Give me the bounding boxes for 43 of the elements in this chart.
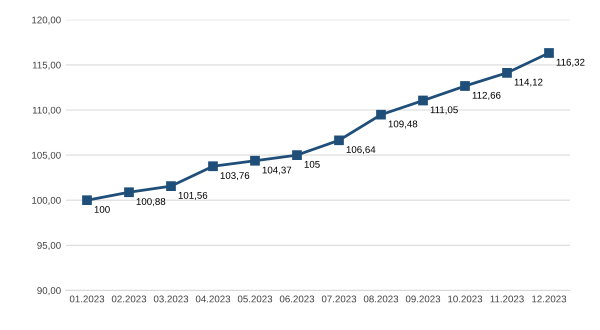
point bbox=[292, 150, 302, 160]
x-tick-label: 09.2023 bbox=[406, 296, 440, 302]
point bbox=[544, 48, 554, 58]
x-tick-label: 02.2023 bbox=[112, 296, 146, 302]
point bbox=[418, 96, 428, 106]
point bbox=[376, 110, 386, 120]
data-label: 111,05 bbox=[430, 106, 458, 114]
y-tick-label: 95,00 bbox=[37, 242, 61, 250]
y-tick-label: 90,00 bbox=[37, 287, 61, 296]
y-tick-label: 105,00 bbox=[32, 152, 61, 160]
y-tick-label: 100,00 bbox=[32, 196, 61, 205]
point bbox=[82, 195, 92, 206]
y-tick-label: 110,00 bbox=[32, 106, 61, 115]
data-label: 114,12 bbox=[514, 78, 542, 87]
data-label: 105 bbox=[304, 160, 320, 168]
point bbox=[334, 135, 344, 146]
data-label: 112,66 bbox=[472, 92, 501, 100]
x-tick-label: 04.2023 bbox=[196, 296, 230, 302]
x-tick-label: 12.2023 bbox=[532, 296, 566, 302]
x-tick-label: 06.2023 bbox=[280, 296, 314, 302]
x-tick-label: 05.2023 bbox=[238, 296, 272, 302]
y-tick-label: 120,00 bbox=[32, 16, 61, 25]
data-label: 101,56 bbox=[178, 192, 208, 200]
data-label: 100 bbox=[94, 206, 110, 213]
point bbox=[250, 156, 260, 166]
data-label: 109,48 bbox=[388, 120, 418, 129]
data-label: 116,32 bbox=[556, 58, 584, 67]
point bbox=[502, 68, 512, 78]
data-label: 103,76 bbox=[220, 172, 250, 180]
x-tick-label: 11.2023 bbox=[490, 296, 524, 302]
x-tick-label: 01.2023 bbox=[70, 296, 104, 302]
point bbox=[208, 161, 218, 172]
point bbox=[124, 187, 134, 198]
point bbox=[166, 181, 176, 191]
point bbox=[460, 81, 470, 91]
x-tick-label: 03.2023 bbox=[154, 296, 188, 302]
x-tick-label: 10.2023 bbox=[448, 296, 482, 302]
x-tick-label: 08.2023 bbox=[364, 296, 398, 302]
data-label: 104,37 bbox=[262, 166, 292, 175]
data-label: 106,64 bbox=[346, 146, 376, 154]
data-label: 100,88 bbox=[136, 198, 166, 206]
x-tick-label: 07.2023 bbox=[322, 296, 356, 302]
y-tick-label: 115,00 bbox=[32, 62, 61, 70]
